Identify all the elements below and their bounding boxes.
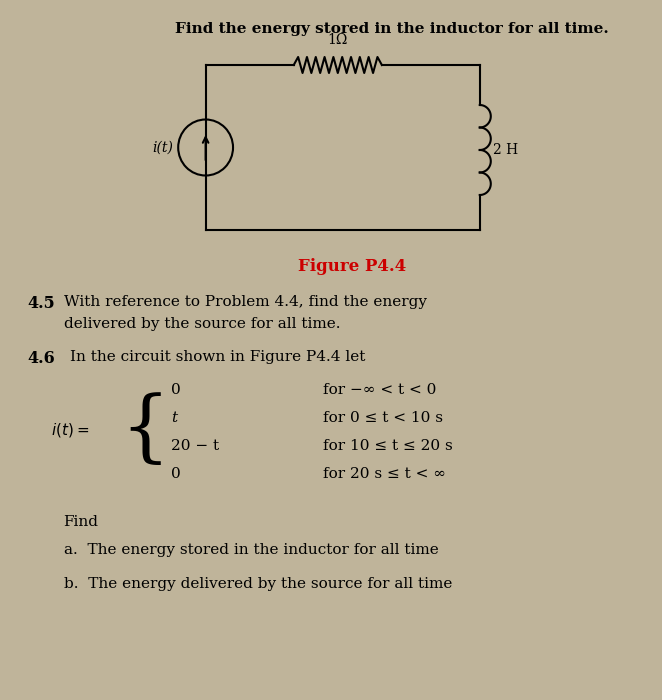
Text: delivered by the source for all time.: delivered by the source for all time.: [64, 317, 340, 331]
Text: 4.5: 4.5: [27, 295, 55, 312]
Text: t: t: [171, 411, 177, 425]
Text: for 10 ≤ t ≤ 20 s: for 10 ≤ t ≤ 20 s: [323, 439, 453, 453]
Text: for −∞ < t < 0: for −∞ < t < 0: [323, 383, 436, 397]
Text: for 20 s ≤ t < ∞: for 20 s ≤ t < ∞: [323, 467, 446, 481]
Text: 1Ω: 1Ω: [328, 33, 348, 47]
Text: Find: Find: [64, 515, 99, 529]
Text: Figure P4.4: Figure P4.4: [299, 258, 406, 275]
Text: a.  The energy stored in the inductor for all time: a. The energy stored in the inductor for…: [64, 543, 438, 557]
Text: for 0 ≤ t < 10 s: for 0 ≤ t < 10 s: [323, 411, 443, 425]
Text: $i(t) =$: $i(t) =$: [51, 421, 89, 439]
Text: {: {: [120, 392, 169, 468]
Text: With reference to Problem 4.4, find the energy: With reference to Problem 4.4, find the …: [64, 295, 426, 309]
Text: i(t): i(t): [152, 141, 173, 155]
Text: In the circuit shown in Figure P4.4 let: In the circuit shown in Figure P4.4 let: [70, 350, 366, 364]
Text: Find the energy stored in the inductor for all time.: Find the energy stored in the inductor f…: [175, 22, 608, 36]
Text: 20 − t: 20 − t: [171, 439, 220, 453]
Text: b.  The energy delivered by the source for all time: b. The energy delivered by the source fo…: [64, 577, 452, 591]
Text: 4.6: 4.6: [27, 350, 55, 367]
Text: 0: 0: [171, 383, 181, 397]
Text: 2 H: 2 H: [493, 143, 518, 157]
Text: 0: 0: [171, 467, 181, 481]
